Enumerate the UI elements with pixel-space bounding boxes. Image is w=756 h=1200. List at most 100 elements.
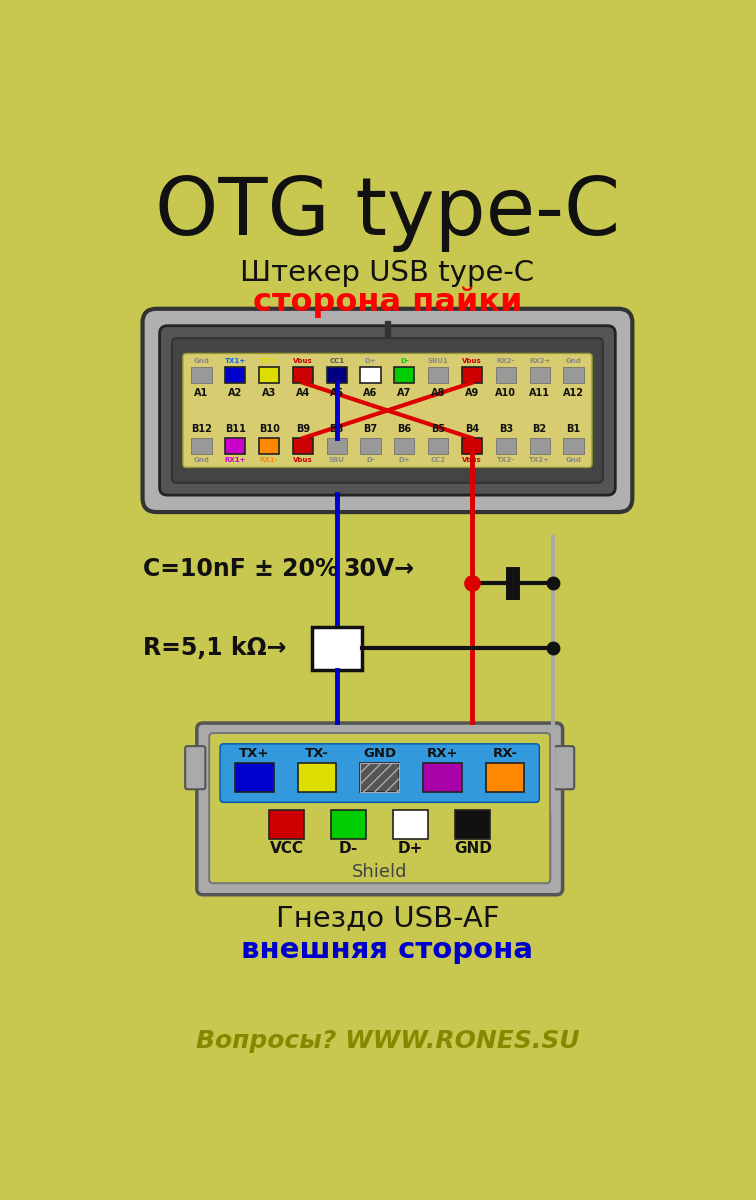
Bar — [428, 367, 448, 383]
Text: CC2: CC2 — [431, 457, 446, 463]
Text: R=5,1 kΩ→: R=5,1 kΩ→ — [143, 636, 286, 660]
Text: A8: A8 — [431, 389, 445, 398]
Bar — [259, 367, 279, 383]
Text: RX2+: RX2+ — [529, 358, 550, 364]
Text: A12: A12 — [563, 389, 584, 398]
Text: Vbus: Vbus — [462, 358, 482, 364]
FancyBboxPatch shape — [183, 354, 592, 468]
Text: VCC: VCC — [270, 841, 304, 856]
Text: A6: A6 — [364, 389, 378, 398]
Text: RX1-: RX1- — [260, 457, 278, 463]
Bar — [385, 322, 390, 336]
Text: A9: A9 — [465, 389, 479, 398]
Text: TX+: TX+ — [239, 746, 270, 760]
Bar — [225, 367, 246, 383]
Bar — [191, 367, 212, 383]
Bar — [327, 367, 347, 383]
Text: TX1-: TX1- — [260, 358, 278, 364]
Bar — [395, 438, 414, 454]
Bar — [496, 438, 516, 454]
Text: Gnd: Gnd — [565, 457, 581, 463]
Text: B3: B3 — [499, 424, 513, 434]
Bar — [563, 367, 584, 383]
FancyBboxPatch shape — [220, 744, 539, 803]
FancyBboxPatch shape — [143, 308, 632, 512]
Bar — [293, 438, 313, 454]
Text: A3: A3 — [262, 389, 276, 398]
Bar — [235, 763, 274, 792]
Bar — [311, 628, 362, 670]
Text: Vbus: Vbus — [293, 358, 313, 364]
Text: B12: B12 — [191, 424, 212, 434]
Text: A10: A10 — [495, 389, 516, 398]
Text: B10: B10 — [259, 424, 280, 434]
Text: GND: GND — [363, 746, 396, 760]
Text: B9: B9 — [296, 424, 310, 434]
Bar — [269, 810, 304, 839]
Text: D+: D+ — [398, 841, 423, 856]
Bar — [361, 763, 399, 792]
Bar — [259, 438, 279, 454]
Bar — [191, 438, 212, 454]
Bar — [423, 763, 462, 792]
Text: RX+: RX+ — [426, 746, 458, 760]
Text: A11: A11 — [529, 389, 550, 398]
Text: внешняя сторона: внешняя сторона — [241, 936, 534, 964]
Bar — [361, 367, 380, 383]
Text: B8: B8 — [330, 424, 344, 434]
Bar — [428, 438, 448, 454]
Bar — [455, 810, 490, 839]
Text: B11: B11 — [225, 424, 246, 434]
Bar — [563, 438, 584, 454]
Text: SBU: SBU — [329, 457, 345, 463]
Bar — [361, 763, 399, 792]
Bar — [395, 367, 414, 383]
Bar — [529, 367, 550, 383]
Text: B7: B7 — [364, 424, 377, 434]
Text: D+: D+ — [398, 457, 411, 463]
Text: TX1+: TX1+ — [225, 358, 246, 364]
Text: Gnd: Gnd — [194, 358, 209, 364]
Text: Gnd: Gnd — [565, 358, 581, 364]
Bar — [361, 438, 380, 454]
Text: A4: A4 — [296, 389, 310, 398]
FancyBboxPatch shape — [209, 733, 550, 883]
FancyBboxPatch shape — [160, 325, 615, 496]
Text: B2: B2 — [532, 424, 547, 434]
Bar — [331, 810, 366, 839]
FancyBboxPatch shape — [197, 724, 562, 895]
Text: B6: B6 — [398, 424, 411, 434]
Text: A2: A2 — [228, 389, 243, 398]
Text: GND: GND — [454, 841, 491, 856]
Text: TX2+: TX2+ — [529, 457, 550, 463]
Text: TX2-: TX2- — [497, 457, 515, 463]
Text: Gnd: Gnd — [194, 457, 209, 463]
Bar — [298, 763, 336, 792]
Text: B1: B1 — [566, 424, 581, 434]
Text: D-: D- — [366, 457, 375, 463]
FancyBboxPatch shape — [172, 338, 603, 482]
Text: Shield: Shield — [352, 864, 407, 882]
Bar — [462, 367, 482, 383]
Bar — [485, 763, 525, 792]
Text: сторона пайки: сторона пайки — [253, 286, 522, 318]
Text: TX-: TX- — [305, 746, 329, 760]
Bar — [462, 438, 482, 454]
Text: B4: B4 — [465, 424, 479, 434]
Text: 30V→: 30V→ — [343, 557, 414, 581]
Text: D-: D- — [339, 841, 358, 856]
Text: RX1+: RX1+ — [225, 457, 246, 463]
Text: Штекер USB type-C: Штекер USB type-C — [240, 259, 534, 287]
Text: Vbus: Vbus — [462, 457, 482, 463]
Bar — [327, 438, 347, 454]
Text: RX2-: RX2- — [497, 358, 515, 364]
Text: C=10nF ± 20%: C=10nF ± 20% — [143, 557, 338, 581]
FancyBboxPatch shape — [185, 746, 206, 790]
Text: D+: D+ — [364, 358, 376, 364]
Text: A5: A5 — [330, 389, 344, 398]
FancyBboxPatch shape — [554, 746, 575, 790]
Bar — [293, 367, 313, 383]
Text: A1: A1 — [194, 389, 209, 398]
Text: OTG type-C: OTG type-C — [155, 174, 620, 252]
Text: D-: D- — [400, 358, 409, 364]
